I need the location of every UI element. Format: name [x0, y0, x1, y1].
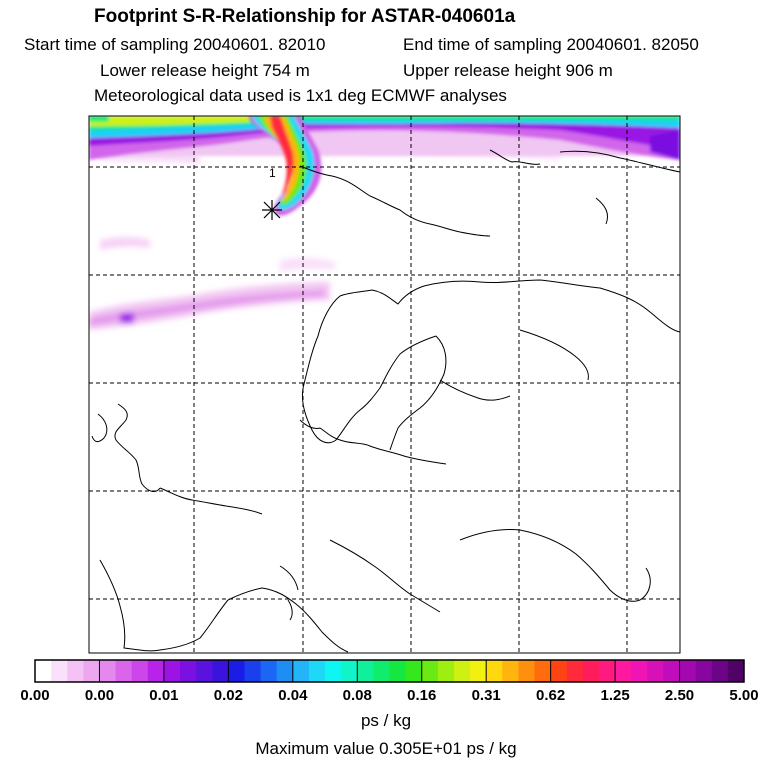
iberia-coast — [99, 559, 229, 652]
colorbar-cell — [115, 660, 133, 682]
colorbar-tick-label: 0.04 — [278, 687, 308, 704]
colorbar-cell — [147, 660, 165, 682]
colorbar-cell — [727, 660, 745, 682]
colorbar-cell — [486, 660, 503, 682]
norway-coast — [301, 295, 437, 444]
france-north-coast — [159, 487, 263, 515]
colorbar-cell — [244, 660, 262, 682]
start-time-text: Start time of sampling 20040601. 82010 — [24, 35, 326, 54]
scandinavia-north-coast — [339, 279, 680, 333]
colorbar-cell — [679, 660, 697, 682]
sardinia-coast — [287, 599, 293, 621]
colorbar-cell — [615, 660, 632, 682]
colorbar-cell — [357, 660, 374, 682]
map-frame — [88, 115, 681, 654]
max-value-text: Maximum value 0.305E+01 ps / kg — [255, 739, 517, 758]
colorbar-tick-label: 0.62 — [536, 687, 566, 704]
colorbar-cell — [598, 660, 616, 682]
colorbar-cell — [341, 660, 358, 682]
colorbar-cell — [196, 660, 213, 682]
colorbar-cell — [389, 660, 407, 682]
colorbar-cell — [470, 660, 487, 682]
colorbar-cell — [325, 660, 342, 682]
end-time-text: End time of sampling 20040601. 82050 — [403, 35, 699, 54]
colorbar-tick-label: 5.00 — [729, 687, 759, 704]
colorbar-cell — [566, 660, 584, 682]
colorbar-cell — [518, 660, 536, 682]
corsica-coast — [279, 565, 299, 591]
colorbar-tick-label: 0.01 — [149, 687, 179, 704]
colorbar-cell — [212, 660, 229, 682]
black-sea-coast — [459, 529, 651, 602]
colorbar-cell — [131, 660, 149, 682]
colorbar-cell — [631, 660, 648, 682]
latlon-grid — [89, 116, 680, 653]
colorbar-cell — [663, 660, 681, 682]
colorbar-cell — [550, 660, 568, 682]
novaya-zemlya-coast — [595, 197, 609, 225]
colorbar-cell — [647, 660, 664, 682]
receptor-label: 1 — [269, 166, 276, 180]
colorbar-cell — [405, 660, 423, 682]
finland-coast — [439, 379, 511, 401]
lower-release-height-text: Lower release height 754 m — [100, 61, 310, 80]
colorbar-cell — [99, 660, 117, 682]
colorbar-cell — [163, 660, 181, 682]
italy-coast — [227, 587, 349, 653]
baltic-south-coast — [299, 419, 447, 465]
met-data-text: Meteorological data used is 1x1 deg ECMW… — [94, 86, 507, 105]
colorbar-cell — [180, 660, 197, 682]
colorbar-cell — [308, 660, 326, 682]
colorbar-tick-label: 1.25 — [600, 687, 630, 704]
colorbar-cell — [534, 660, 552, 682]
colorbar-cell — [228, 660, 245, 682]
colorbar-cell — [67, 660, 84, 682]
colorbar-tick-label: 0.31 — [471, 687, 501, 704]
upper-release-height-text: Upper release height 906 m — [403, 61, 613, 80]
colorbar-cell — [695, 660, 713, 682]
receptor-star-icon — [262, 200, 282, 220]
colorbar-tick-label: 2.50 — [664, 687, 695, 704]
colorbar-cell — [437, 660, 455, 682]
greenland-coast — [299, 165, 491, 237]
colorbar-cell — [292, 660, 310, 682]
colorbar-cell — [51, 660, 68, 682]
franz-josef-coast — [559, 150, 680, 173]
colorbar-cell — [260, 660, 278, 682]
colorbar-cell — [421, 660, 439, 682]
plot-title: Footprint S-R-Relationship for ASTAR-040… — [94, 6, 516, 27]
footprint-boundary-band — [89, 116, 680, 160]
colorbar-frame — [34, 659, 745, 683]
colorbar-cell — [711, 660, 729, 682]
colorbar-tick-label: 0.02 — [213, 687, 243, 704]
ireland-coast — [91, 413, 108, 443]
colorbar-cell — [453, 660, 471, 682]
kola-coast — [519, 329, 589, 381]
colorbar-tick-label: 0.00 — [84, 687, 115, 704]
colorbar-cell — [582, 660, 600, 682]
coastlines — [91, 149, 680, 653]
colorbar-cell — [276, 660, 294, 682]
colorbar-tick-label: 0.00 — [20, 687, 50, 704]
balkan-coast — [329, 539, 441, 613]
sweden-coast — [389, 335, 447, 451]
colorbar-cell — [35, 660, 52, 682]
colorbar-cell — [373, 660, 390, 682]
map-background — [89, 116, 680, 653]
colorbar-tick-label: 0.08 — [342, 687, 372, 704]
svalbard-coast — [489, 149, 541, 165]
britain-coast — [114, 403, 161, 492]
colorbar-tick-label: 0.16 — [407, 687, 437, 704]
colorbar-cell — [83, 660, 100, 682]
colorbar-cell — [502, 660, 519, 682]
colorbar-units: ps / kg — [360, 711, 412, 730]
